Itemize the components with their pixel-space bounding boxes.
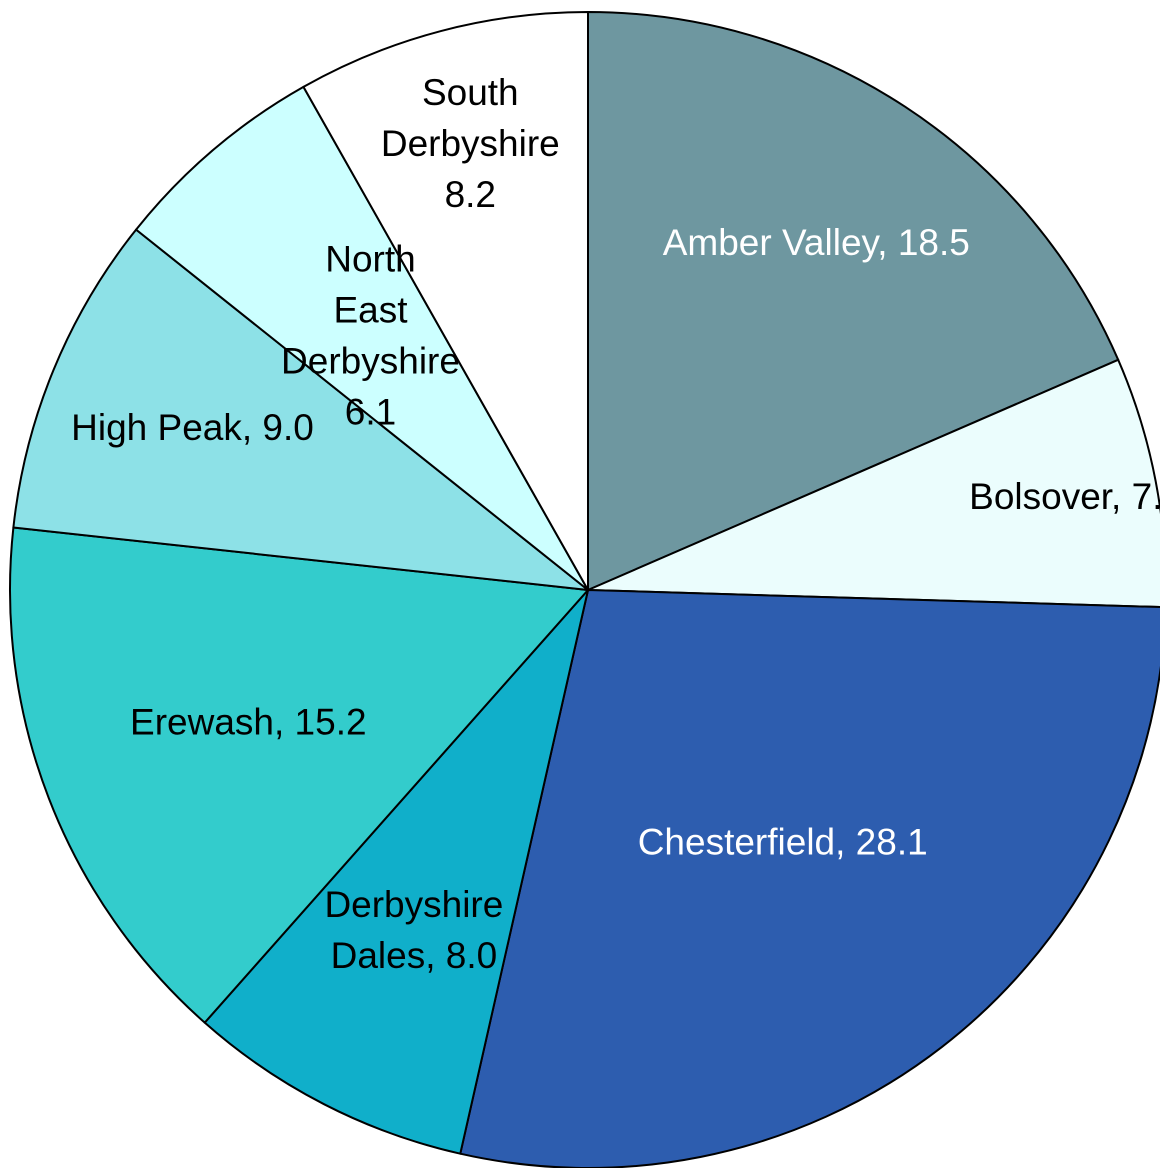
slice-label-line: South <box>422 72 519 113</box>
slice-label-bolsover: Bolsover, 7.0 <box>969 476 1160 517</box>
slice-label-line: North <box>325 238 415 279</box>
pie-slice-erewash <box>9 526 589 1024</box>
pie-labels: Amber Valley, 18.5 Bolsover, 7.0 Chesterfi… <box>71 72 1160 976</box>
slice-label-line: Amber Valley, 18.5 <box>663 222 970 263</box>
pie-slices <box>9 11 1160 1168</box>
slice-label-line: Derbyshire <box>324 884 503 925</box>
slice-label-line: East <box>333 289 408 330</box>
slice-label-chesterfield: Chesterfield, 28.1 <box>638 821 928 862</box>
slice-label-line: Derbyshire <box>281 340 460 381</box>
slice-label-line: Chesterfield, 28.1 <box>638 821 928 862</box>
pie-slice-north-east-derbyshire <box>135 85 589 591</box>
slice-label-high-peak: High Peak, 9.0 <box>71 407 314 448</box>
pie-slice-high-peak <box>12 228 589 591</box>
pie-slice-south-derbyshire <box>302 11 589 591</box>
slice-label-line: 6.1 <box>345 391 396 432</box>
slice-label-line: Derbyshire <box>381 123 560 164</box>
slice-label-line: Dales, 8.0 <box>331 935 498 976</box>
slice-label-derbyshire-dales: Derbyshire Dales, 8.0 <box>324 884 503 976</box>
slice-label-line: Bolsover, 7.0 <box>969 476 1160 517</box>
pie-slice-bolsover <box>587 358 1160 609</box>
slice-label-south-derbyshire: South Derbyshire 8.2 <box>381 72 560 215</box>
slice-label-north-east-derbyshire: North East Derbyshire 6.1 <box>281 238 460 432</box>
slice-label-line: 8.2 <box>445 174 496 215</box>
slice-label-amber-valley: Amber Valley, 18.5 <box>663 222 970 263</box>
slice-label-line: Erewash, 15.2 <box>130 701 367 742</box>
pie-slice-derbyshire-dales <box>203 589 589 1155</box>
slice-label-erewash: Erewash, 15.2 <box>130 701 367 742</box>
slice-label-line: High Peak, 9.0 <box>71 407 314 448</box>
pie-slice-amber-valley <box>587 11 1120 591</box>
